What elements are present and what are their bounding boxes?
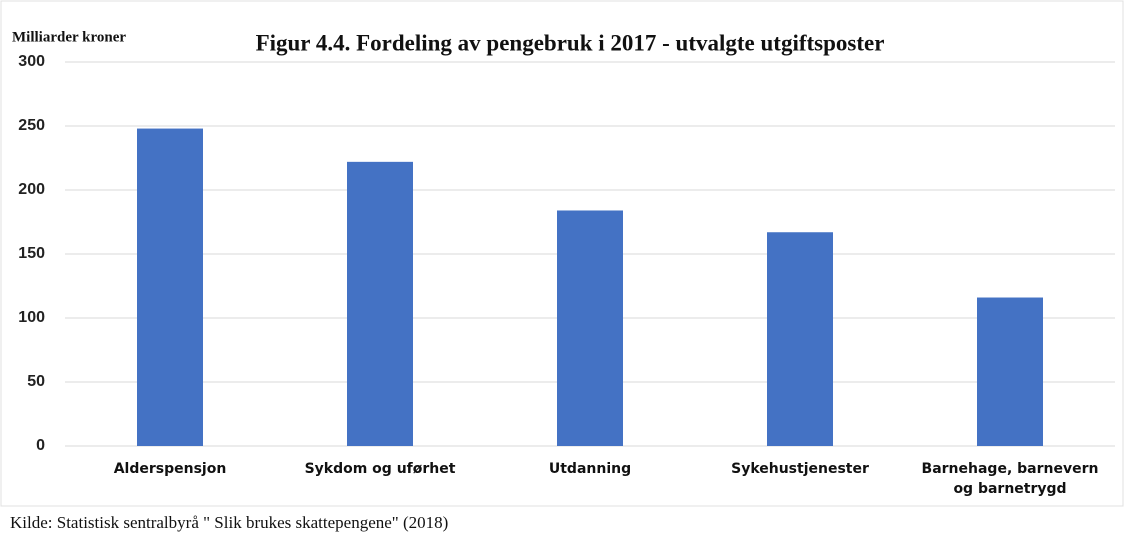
x-tick-label: Alderspensjon <box>113 461 227 477</box>
y-axis-label: Milliarder kroner <box>12 29 126 45</box>
x-tick-label: Sykdom og uførhet <box>304 461 456 477</box>
y-tick-label: 150 <box>18 245 45 262</box>
x-tick-label: Utdanning <box>548 461 632 477</box>
bar <box>767 232 833 446</box>
source-note: Kilde: Statistisk sentralbyrå " Slik bru… <box>10 513 448 532</box>
x-tick-label: Barnehage, barnevern og barnetrygd <box>921 461 1099 497</box>
bar <box>977 297 1043 446</box>
y-tick-label: 100 <box>18 309 45 326</box>
bar <box>347 161 413 446</box>
y-tick-label: 0 <box>36 437 45 454</box>
bar <box>137 128 203 446</box>
bar <box>557 210 623 446</box>
chart-border <box>0 0 1124 507</box>
y-tick-label: 200 <box>18 181 45 198</box>
chart-title: Figur 4.4. Fordeling av pengebruk i 2017… <box>256 30 885 55</box>
y-tick-label: 300 <box>18 53 45 70</box>
x-tick-label: Sykehustjenester <box>731 461 869 477</box>
y-tick-label: 250 <box>18 117 45 134</box>
y-tick-label: 50 <box>27 373 45 390</box>
